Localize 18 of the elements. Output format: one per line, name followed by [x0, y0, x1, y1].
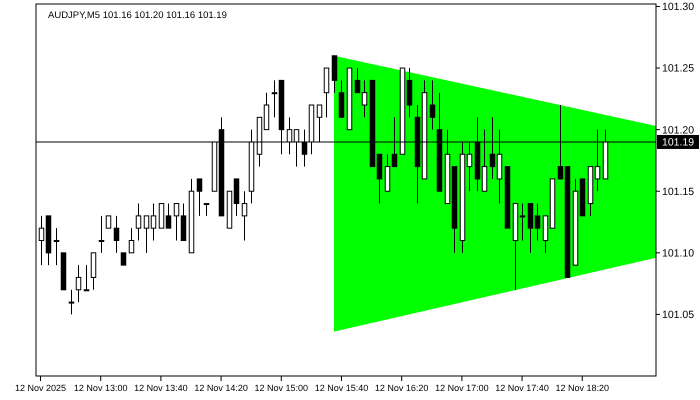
- x-tick-label: 12 Nov 15:40: [314, 383, 368, 393]
- y-tick-label: 101.10: [662, 247, 694, 260]
- y-tick-label: 101.30: [662, 1, 694, 14]
- y-tick-label: 101.20: [662, 124, 694, 136]
- x-tick-label: 12 Nov 14:20: [194, 383, 248, 393]
- x-tick-label: 12 Nov 15:00: [254, 383, 308, 393]
- x-tick-label: 12 Nov 17:00: [435, 383, 489, 393]
- x-tick-label: 12 Nov 13:40: [134, 383, 188, 393]
- x-tick-label: 12 Nov 18:20: [555, 383, 610, 393]
- y-tick-label: 101.05: [662, 309, 694, 322]
- text: AUDJPY,M5 101.16 101.20 101.16 101.19: [48, 10, 227, 21]
- x-tick-label: 12 Nov 2025: [14, 383, 66, 393]
- ref-line-label: 101.19: [662, 136, 694, 149]
- x-tick-label: 12 Nov 17:40: [495, 383, 549, 393]
- y-tick-label: 101.15: [662, 186, 694, 198]
- x-tick-label: 12 Nov 13:00: [74, 383, 128, 393]
- x-tick-label: 12 Nov 16:20: [374, 383, 428, 393]
- y-tick-label: 101.25: [662, 62, 694, 75]
